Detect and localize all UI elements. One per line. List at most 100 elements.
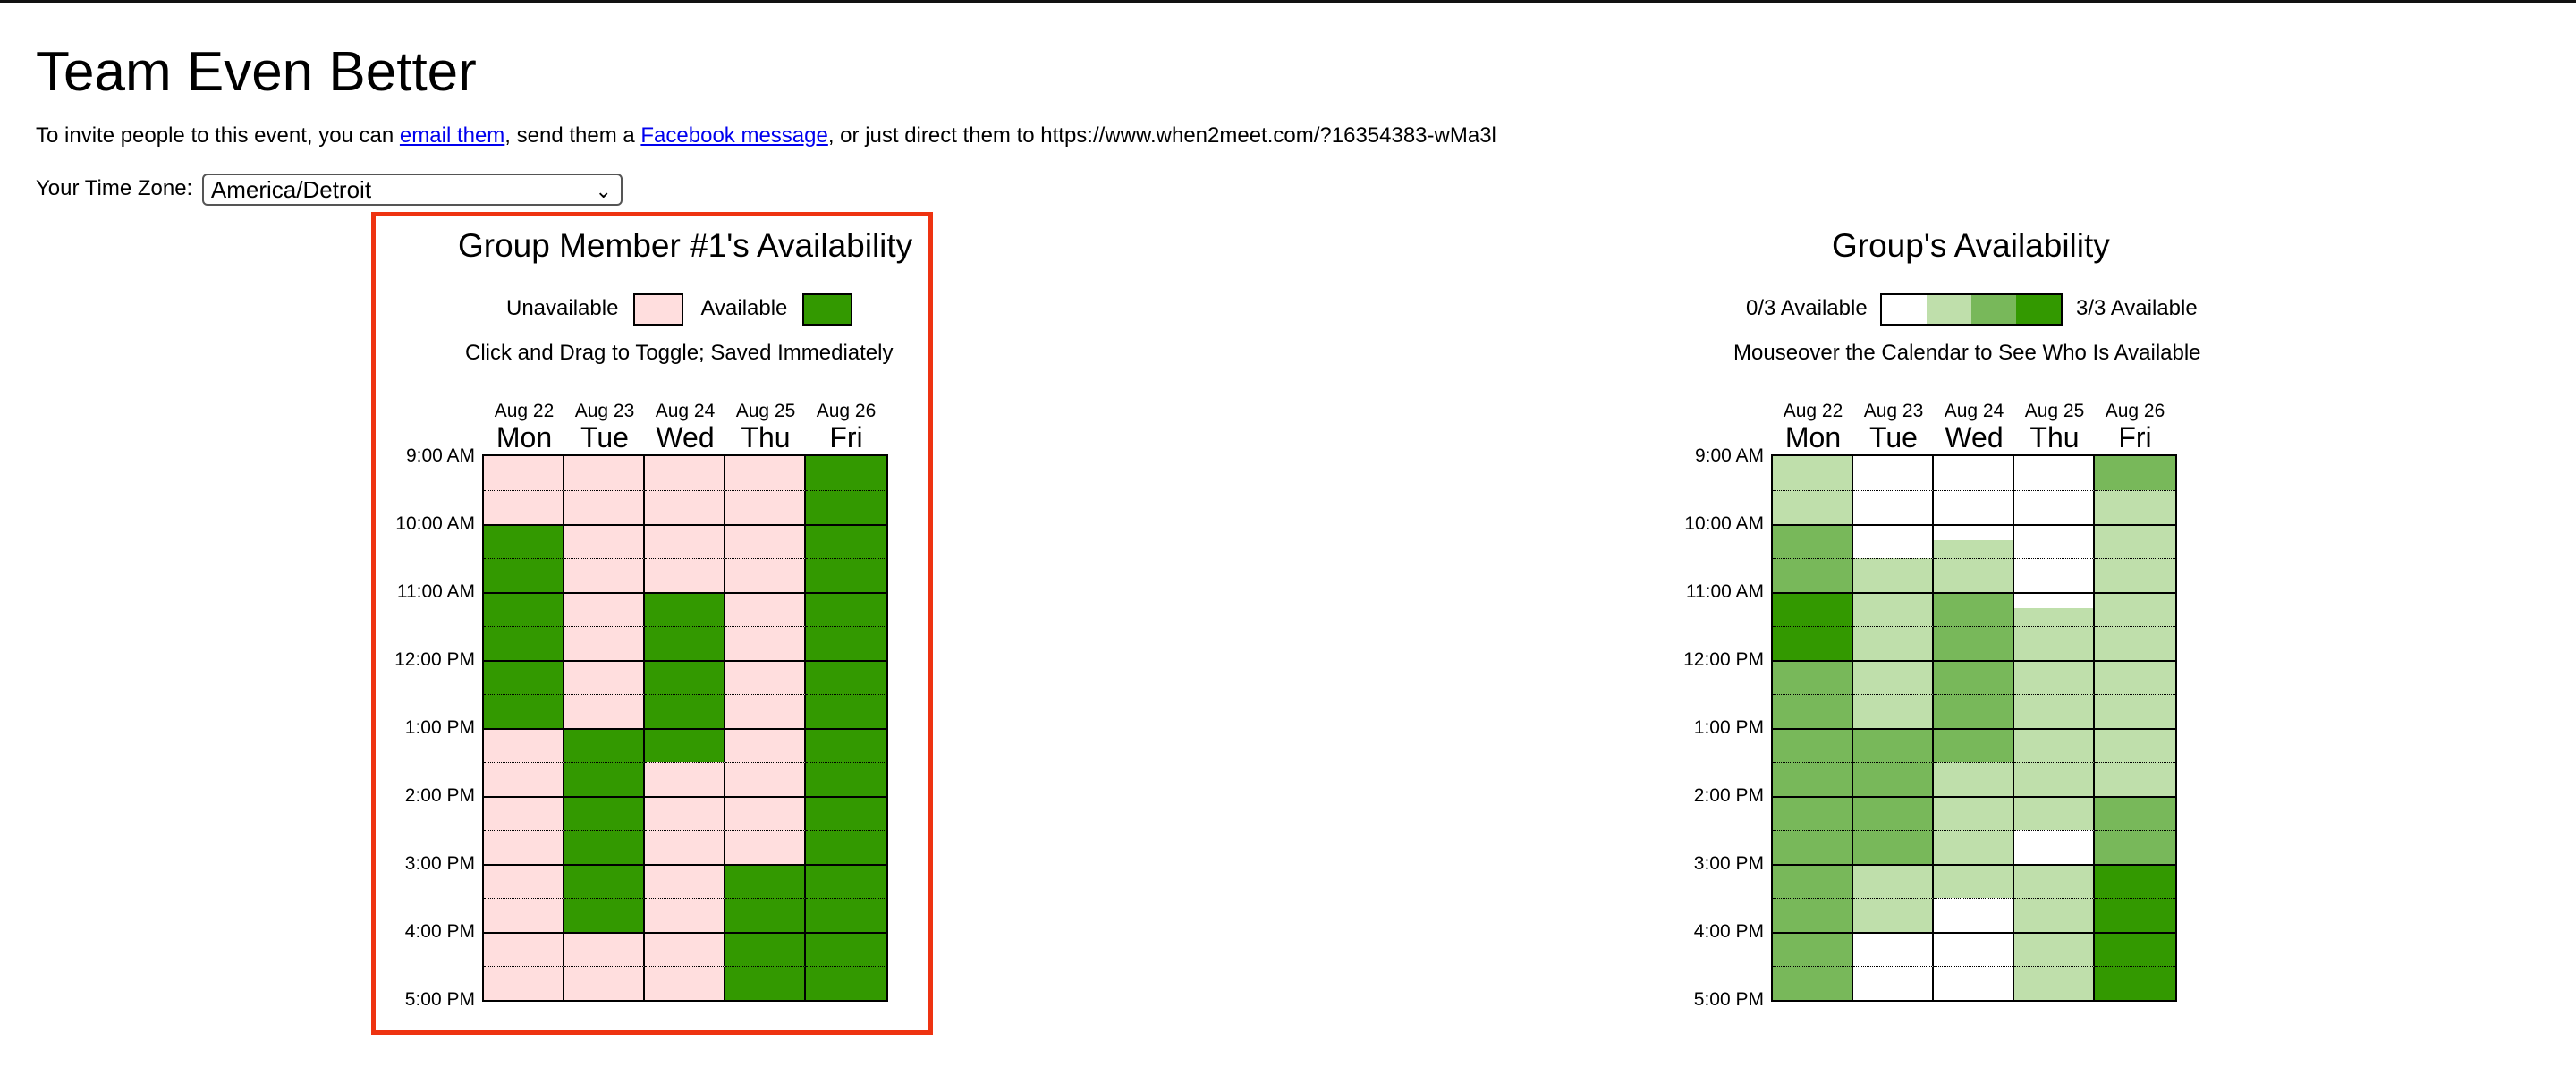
my-slot-cell[interactable] [645,592,725,626]
group-slot-cell[interactable] [1773,694,1853,728]
group-slot-cell[interactable] [1934,796,2014,830]
group-slot-cell[interactable] [2095,830,2175,864]
group-slot-cell[interactable] [1853,660,1934,694]
group-slot-cell[interactable] [1934,898,2014,932]
timezone-select[interactable]: America/Detroit ⌄ [201,173,623,206]
group-slot-cell[interactable] [2095,456,2175,490]
group-slot-cell[interactable] [2014,524,2095,558]
my-slot-cell[interactable] [645,626,725,660]
my-slot-cell[interactable] [484,592,564,626]
my-slot-cell[interactable] [484,898,564,932]
group-slot-cell[interactable] [2095,966,2175,1000]
my-slot-cell[interactable] [806,864,886,898]
my-slot-cell[interactable] [564,626,645,660]
group-slot-cell[interactable] [1934,830,2014,864]
group-slot-cell[interactable] [1853,830,1934,864]
group-slot-cell[interactable] [2095,490,2175,524]
my-slot-cell[interactable] [645,864,725,898]
my-slot-cell[interactable] [484,524,564,558]
group-slot-cell[interactable] [1773,830,1853,864]
group-slot-cell[interactable] [1773,626,1853,660]
my-slot-cell[interactable] [645,558,725,592]
group-slot-cell[interactable] [1853,524,1934,558]
group-slot-cell[interactable] [1773,932,1853,966]
group-slot-cell[interactable] [1773,762,1853,796]
my-slot-cell[interactable] [484,762,564,796]
my-slot-cell[interactable] [484,456,564,490]
my-slot-cell[interactable] [806,898,886,932]
group-slot-cell[interactable] [1773,490,1853,524]
group-slot-cell[interactable] [1853,796,1934,830]
my-slot-cell[interactable] [806,558,886,592]
my-slot-cell[interactable] [484,626,564,660]
my-slot-cell[interactable] [725,524,806,558]
group-slot-cell[interactable] [2095,626,2175,660]
my-slot-cell[interactable] [806,456,886,490]
group-slot-cell[interactable] [2014,830,2095,864]
my-slot-cell[interactable] [725,728,806,762]
group-slot-cell[interactable] [2014,932,2095,966]
group-slot-cell[interactable] [2014,592,2095,626]
my-slot-cell[interactable] [564,830,645,864]
group-slot-cell[interactable] [2014,558,2095,592]
my-slot-cell[interactable] [806,490,886,524]
my-slot-cell[interactable] [806,524,886,558]
group-slot-cell[interactable] [2095,524,2175,558]
group-slot-cell[interactable] [1934,456,2014,490]
group-slot-cell[interactable] [2095,796,2175,830]
group-slot-cell[interactable] [1934,762,2014,796]
group-slot-cell[interactable] [1934,592,2014,626]
my-slot-cell[interactable] [725,558,806,592]
group-slot-cell[interactable] [1934,490,2014,524]
my-slot-cell[interactable] [484,966,564,1000]
group-slot-cell[interactable] [1773,456,1853,490]
group-slot-cell[interactable] [1934,966,2014,1000]
group-slot-cell[interactable] [1934,524,2014,558]
my-slot-cell[interactable] [806,592,886,626]
my-slot-cell[interactable] [645,660,725,694]
my-slot-cell[interactable] [484,558,564,592]
my-slot-cell[interactable] [564,796,645,830]
group-slot-cell[interactable] [1853,626,1934,660]
group-slot-cell[interactable] [1773,966,1853,1000]
my-slot-cell[interactable] [725,830,806,864]
my-slot-cell[interactable] [806,796,886,830]
group-slot-cell[interactable] [1853,966,1934,1000]
my-slot-cell[interactable] [806,728,886,762]
my-slot-cell[interactable] [645,456,725,490]
group-slot-cell[interactable] [1853,592,1934,626]
my-slot-cell[interactable] [725,864,806,898]
group-slot-cell[interactable] [1853,728,1934,762]
group-slot-cell[interactable] [2014,728,2095,762]
group-slot-cell[interactable] [2014,898,2095,932]
group-slot-cell[interactable] [1853,898,1934,932]
group-slot-cell[interactable] [1853,490,1934,524]
group-slot-cell[interactable] [2095,558,2175,592]
my-slot-cell[interactable] [806,932,886,966]
my-slot-cell[interactable] [645,898,725,932]
group-slot-cell[interactable] [1934,694,2014,728]
my-slot-cell[interactable] [564,728,645,762]
my-slot-cell[interactable] [725,626,806,660]
email-link[interactable]: email them [399,123,505,148]
group-slot-cell[interactable] [2095,694,2175,728]
group-slot-cell[interactable] [1773,524,1853,558]
group-slot-cell[interactable] [2095,898,2175,932]
group-slot-cell[interactable] [1934,558,2014,592]
group-slot-cell[interactable] [1853,762,1934,796]
group-slot-cell[interactable] [2014,490,2095,524]
group-slot-cell[interactable] [1853,694,1934,728]
my-availability-grid[interactable] [482,454,888,1002]
group-availability-grid[interactable] [1771,454,2177,1002]
my-slot-cell[interactable] [806,830,886,864]
group-slot-cell[interactable] [2014,762,2095,796]
group-slot-cell[interactable] [1773,864,1853,898]
my-slot-cell[interactable] [484,490,564,524]
my-slot-cell[interactable] [564,660,645,694]
group-slot-cell[interactable] [2014,864,2095,898]
my-slot-cell[interactable] [564,694,645,728]
my-slot-cell[interactable] [725,660,806,694]
my-slot-cell[interactable] [564,558,645,592]
my-slot-cell[interactable] [725,762,806,796]
my-slot-cell[interactable] [484,830,564,864]
